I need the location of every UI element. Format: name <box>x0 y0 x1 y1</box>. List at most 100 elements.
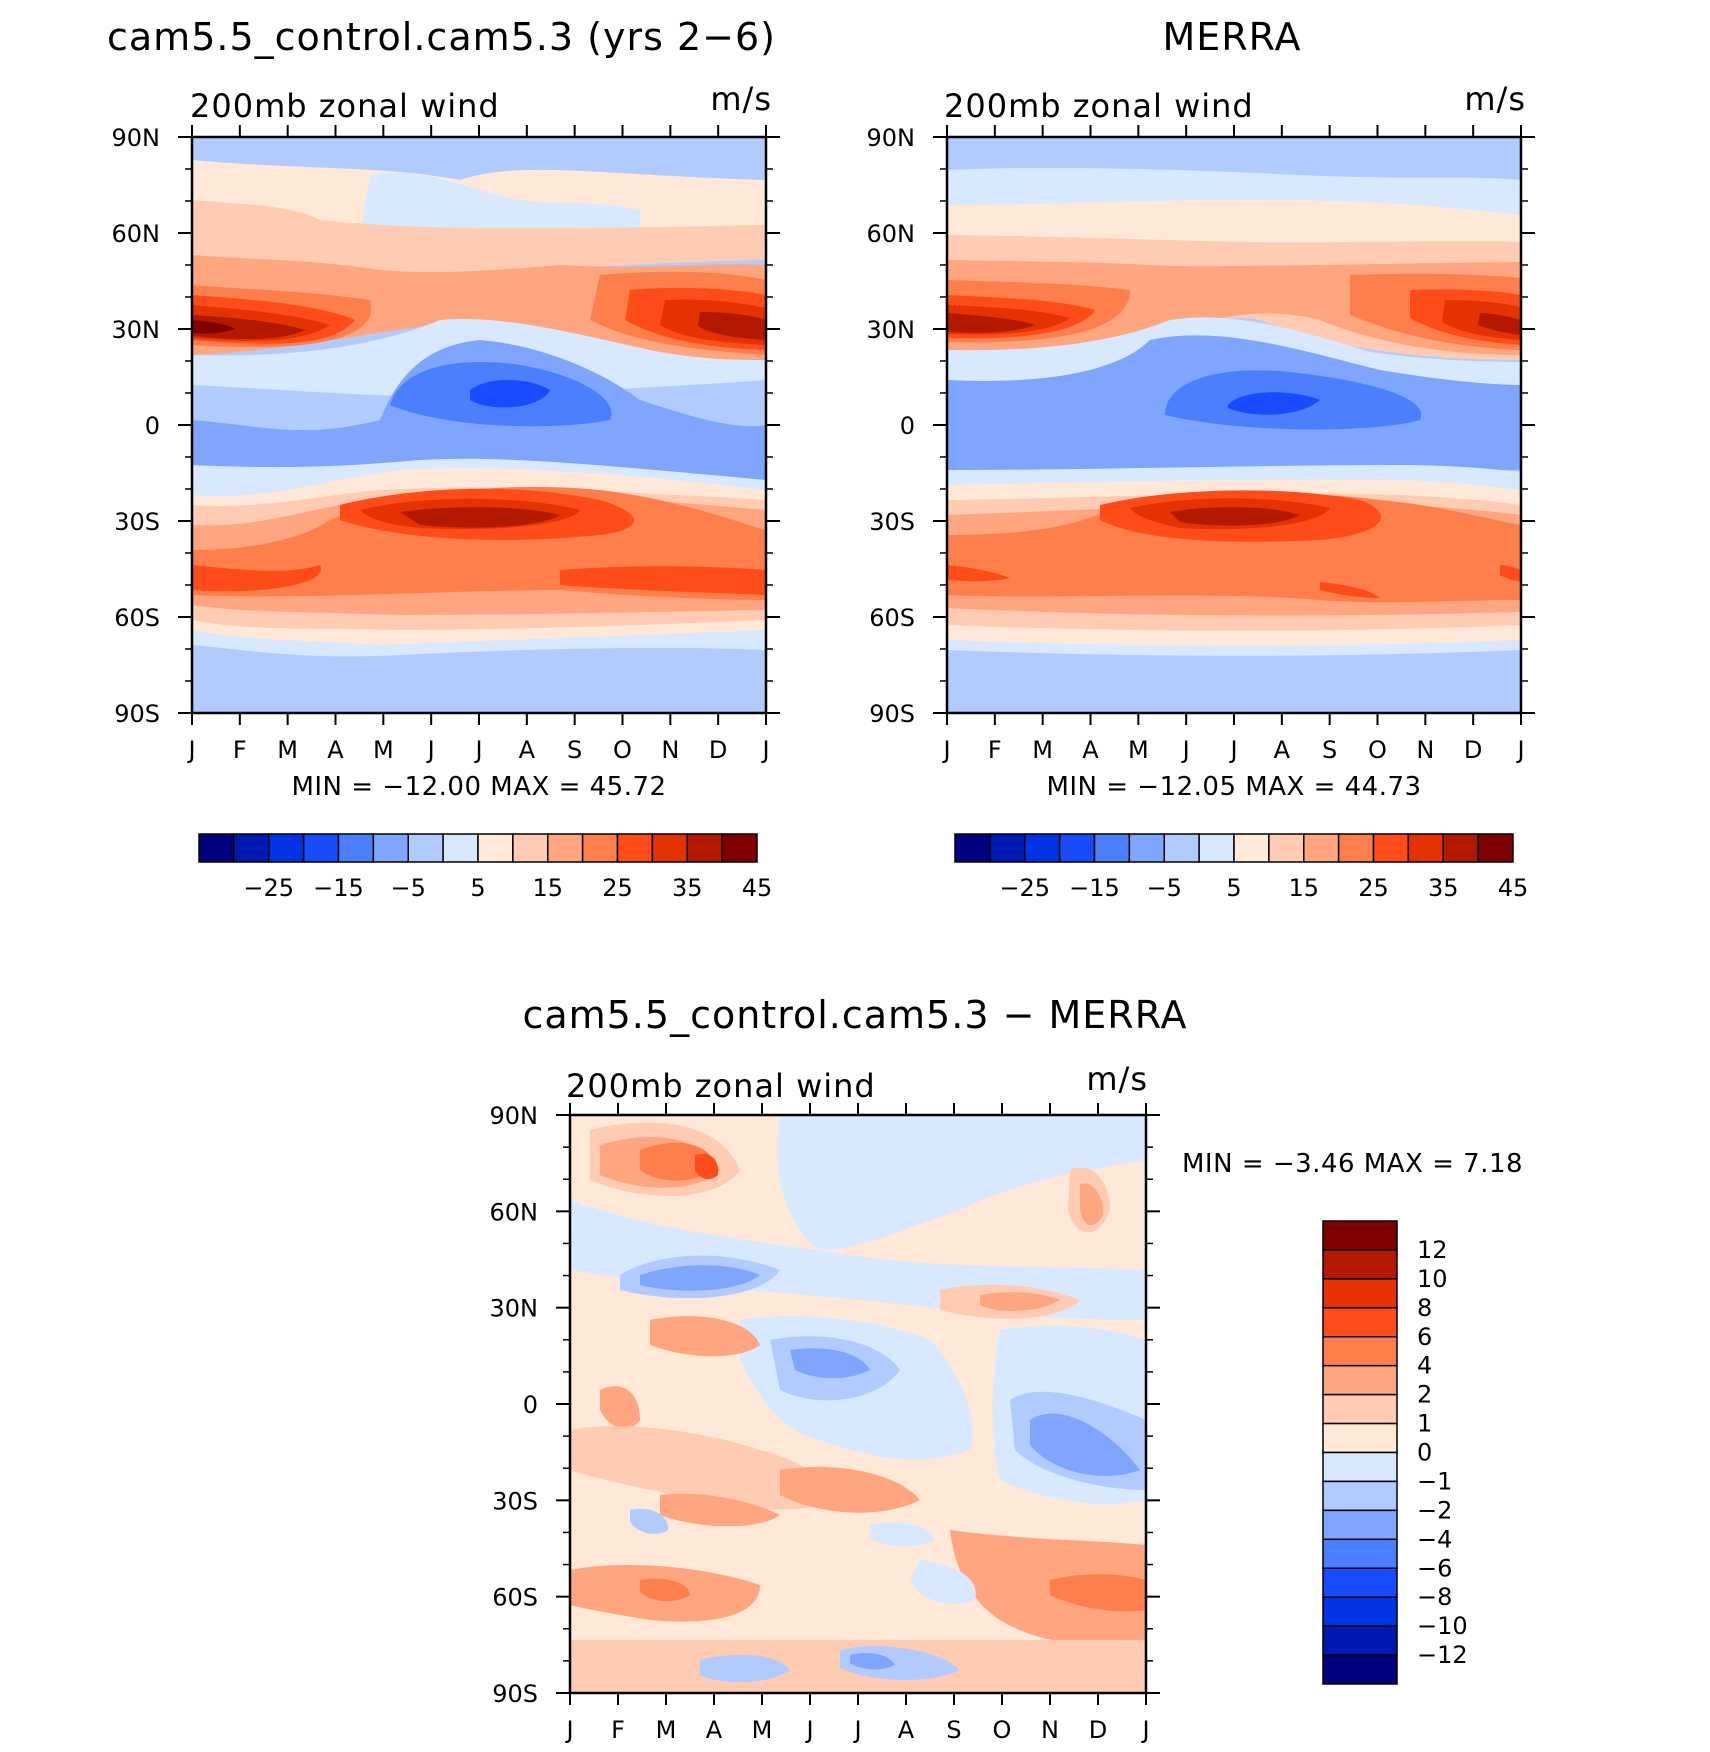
x-tick-label: J <box>1140 1716 1149 1744</box>
colorbar-label: 5 <box>470 874 485 902</box>
x-tick-label: O <box>993 1716 1012 1744</box>
panel-merra-units: m/s <box>1464 80 1526 118</box>
colorbar-swatch <box>407 833 444 863</box>
x-tick-label: S <box>946 1716 961 1744</box>
x-tick-label: F <box>233 736 247 764</box>
colorbar-swatch <box>1407 833 1444 863</box>
x-tick-label: M <box>656 1716 677 1744</box>
colorbar-swatch <box>1024 833 1061 863</box>
colorbar-swatch <box>1322 1393 1398 1425</box>
colorbar-label: −1 <box>1417 1467 1452 1495</box>
panel-model-plot-area: J F M A M J J A S O N D J 90N 60N 30N 0 30S 60S 90S <box>112 124 780 764</box>
colorbar-label: −15 <box>313 874 364 902</box>
colorbar-swatch <box>233 833 270 863</box>
colorbar-label: 4 <box>1417 1352 1432 1380</box>
colorbar-label: 45 <box>1498 874 1529 902</box>
colorbar-swatch <box>651 833 688 863</box>
band-nh-midlat-blue-3 <box>640 1265 760 1291</box>
y-tick-label: 30S <box>114 508 160 536</box>
panel-merra-subtitle: 200mb zonal wind <box>944 87 1254 125</box>
panel-merra-colorbar: −25 −15 −5 5 15 25 35 45 <box>954 833 1529 902</box>
colorbar-swatch <box>302 833 340 863</box>
colorbar-label: −2 <box>1417 1496 1452 1524</box>
x-tick-label: F <box>611 1716 625 1744</box>
x-tick-label: J <box>852 1716 861 1744</box>
x-tick-label: S <box>567 736 582 764</box>
band-sh-east-orange-2 <box>1050 1574 1146 1612</box>
y-tick-label: 0 <box>145 412 160 440</box>
panel-difference-stats: MIN = −3.46 MAX = 7.18 <box>1182 1149 1523 1179</box>
colorbar-label: −25 <box>243 874 294 902</box>
x-tick-label: J <box>760 736 769 764</box>
colorbar-swatch <box>1322 1249 1398 1280</box>
band-subtrop-orange <box>650 1316 760 1357</box>
y-tick-label: 90S <box>492 1680 538 1708</box>
colorbar-label: −6 <box>1417 1554 1452 1582</box>
y-tick-label: 60S <box>492 1584 538 1612</box>
colorbar-swatch <box>1058 833 1096 863</box>
colorbar-swatch <box>1322 1480 1398 1512</box>
colorbar-swatch <box>1322 1336 1398 1367</box>
x-tick-label: D <box>1464 736 1482 764</box>
x-tick-label: J <box>564 1716 573 1744</box>
contour-bands <box>570 1115 1146 1693</box>
band-sh-polar <box>192 660 766 713</box>
band-sh-polar <box>947 660 1521 713</box>
colorbar-label: −8 <box>1417 1583 1452 1611</box>
x-tick-label: J <box>941 736 950 764</box>
x-tick-label: D <box>1089 1716 1107 1744</box>
colorbar-swatch <box>616 833 654 863</box>
x-tick-label: J <box>426 736 435 764</box>
band-nh-polar-light-blue <box>360 172 640 245</box>
panel-difference-units: m/s <box>1086 1060 1148 1098</box>
band-sh-orange-2 <box>780 1466 920 1513</box>
colorbar-swatch <box>1337 833 1375 863</box>
colorbar-swatch <box>721 833 758 863</box>
colorbar-label: 15 <box>532 874 563 902</box>
band-sh-subtrop-core <box>400 507 560 528</box>
band-sh-jet-e-4 <box>1500 565 1521 582</box>
colorbar-label: −12 <box>1417 1641 1468 1669</box>
colorbar-swatch <box>954 833 991 863</box>
y-tick-label: 90N <box>867 124 916 152</box>
colorbar-swatch <box>1303 833 1340 863</box>
panel-merra-axes: J F M A M J J A S O N D J 90N 60N 30N 0 30S 60S 90S <box>867 124 1535 764</box>
colorbar-swatch <box>1198 833 1235 863</box>
panel-difference-subtitle: 200mb zonal wind <box>566 1067 876 1105</box>
band-sh-jet-spot <box>1320 582 1380 598</box>
x-tick-label: J <box>473 736 482 764</box>
colorbar-label: 10 <box>1417 1265 1448 1293</box>
colorbar-swatch <box>1372 833 1410 863</box>
x-tick-label: A <box>898 1716 915 1744</box>
colorbar-swatch <box>1163 833 1200 863</box>
x-tick-label: A <box>1082 736 1099 764</box>
y-tick-label: 30S <box>492 1487 538 1515</box>
x-tick-label: J <box>186 736 195 764</box>
x-tick-label: A <box>1274 736 1291 764</box>
x-tick-label: O <box>1368 736 1387 764</box>
band-sh-east-blue <box>910 1560 976 1604</box>
colorbar-swatch <box>1322 1538 1398 1569</box>
band-eq-orange <box>600 1386 640 1429</box>
colorbar-swatch <box>1442 833 1479 863</box>
colorbar-swatch <box>1322 1451 1398 1483</box>
band-sh-east-orange <box>950 1530 1146 1645</box>
x-tick-label: M <box>1032 736 1053 764</box>
x-tick-label: D <box>709 736 727 764</box>
band-sh-subtrop-core <box>1170 507 1300 526</box>
y-tick-label: 30N <box>490 1295 539 1323</box>
x-tick-label: M <box>277 736 298 764</box>
colorbar-swatch <box>1128 833 1165 863</box>
x-tick-label: J <box>804 1716 813 1744</box>
band-sh-jet-w-4 <box>947 565 1010 582</box>
y-tick-label: 90S <box>869 700 915 728</box>
y-tick-label: 0 <box>900 412 915 440</box>
y-tick-label: 30N <box>112 316 161 344</box>
colorbar-swatch <box>547 833 584 863</box>
x-tick-label: N <box>1041 1716 1059 1744</box>
band-sh-jet-w-4 <box>192 565 321 592</box>
colorbar-label: 35 <box>672 874 703 902</box>
y-tick-label: 30S <box>869 508 915 536</box>
band-tropics-blue-2 <box>790 1348 870 1379</box>
band-sh-orange-3 <box>660 1493 780 1527</box>
